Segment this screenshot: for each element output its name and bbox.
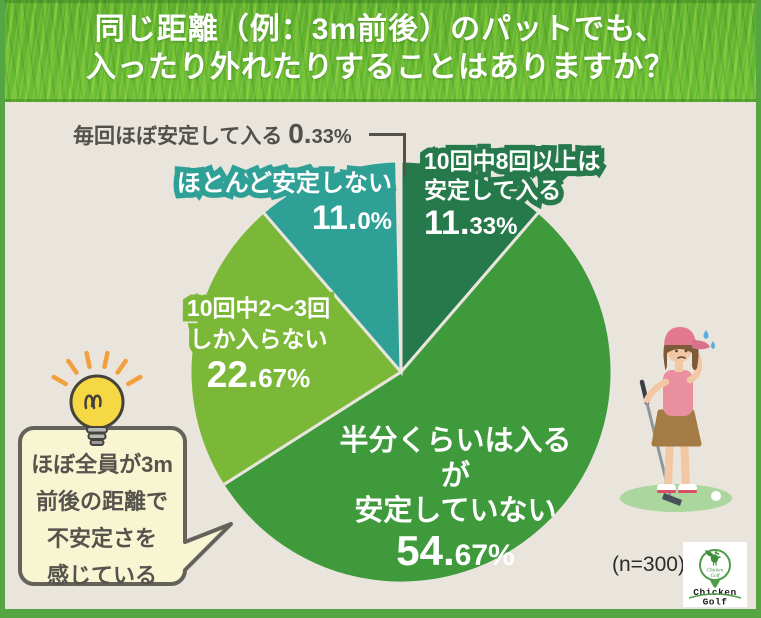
sample-size-label: (n=300) <box>612 553 685 576</box>
pie-segment-rarely-stable <box>261 159 403 377</box>
label-half-unstable: 半分くらいは入るが 安定していない 54.67% <box>328 424 583 574</box>
logo-name-bottom: Golf <box>703 597 728 608</box>
label-rare-line1: ほとんど安定しない <box>176 170 392 197</box>
value-rarely-stable: 11.0% <box>311 199 392 237</box>
label-always-in: 毎回ほぼ安定して入る 0.33% <box>73 118 352 149</box>
header-title-line2: 入ったり外れたりすることはありますか？ <box>86 51 675 84</box>
logo-script-line1: Chicken <box>707 569 724 574</box>
logo-name-top: Chicken <box>693 587 736 598</box>
golfer-illustration <box>620 327 732 512</box>
label-rarely-stable: ほとんど安定しない ほとんど安定しない 11.0% <box>160 165 397 237</box>
lightbulb-icon <box>51 350 143 446</box>
frame-bottom <box>0 609 761 618</box>
rooster-icon <box>705 550 722 566</box>
value-few-in: 22.67% <box>206 354 311 395</box>
header-banner: 同じ距離（例：3m前後）のパットでも、 入ったり外れたりすることはありますか？ <box>0 0 761 102</box>
callout-bubble <box>18 426 233 586</box>
label-few-line2: しか入らない <box>189 326 328 352</box>
callout-line3: 不安定さを <box>46 526 157 551</box>
label-most-line1: 10回中8回以上は <box>424 148 601 174</box>
chicken-golf-logo: Chicken Golf Chicken Golf <box>683 542 747 607</box>
frame-left <box>0 0 5 618</box>
logo-script-line2: Golf <box>711 574 721 579</box>
leader-line-horizontal <box>369 133 406 136</box>
label-few-in: 10回中2〜3回 10回中2〜3回 しか入らない しか入らない 22.67% <box>176 290 341 395</box>
callout-text: ほぼ全員が3m 前後の距離で 不安定さを 感じている <box>27 446 177 594</box>
pie-segment-half-unstable <box>220 210 614 585</box>
callout-line1: ほぼ全員が3m <box>31 452 173 477</box>
label-few-line1: 10回中2〜3回 <box>186 295 331 321</box>
pie-segment-few-in <box>188 210 404 488</box>
value-most-stable: 11.33% <box>424 204 518 242</box>
label-most-stable: 10回中8回以上は 10回中8回以上は 安定して入る 安定して入る 11.33% <box>418 143 605 242</box>
value-half-unstable: 54.67% <box>396 527 515 574</box>
leader-line-vertical <box>403 133 406 177</box>
pie-segment-always-in <box>396 161 401 372</box>
callout-line4: 感じている <box>46 563 157 588</box>
label-half-line2: 安定していない <box>354 495 557 527</box>
frame-right <box>756 0 761 618</box>
label-half-line1: 半分くらいは入るが <box>339 425 572 492</box>
label-always-text: 毎回ほぼ安定して入る <box>73 125 289 148</box>
callout-line2: 前後の距離で <box>35 489 168 514</box>
pie-segment-most-stable <box>399 159 541 377</box>
header-title-line1: 同じ距離（例：3m前後）のパットでも、 <box>94 13 667 46</box>
label-most-line2: 安定して入る <box>424 177 562 203</box>
pie-chart <box>188 159 614 585</box>
